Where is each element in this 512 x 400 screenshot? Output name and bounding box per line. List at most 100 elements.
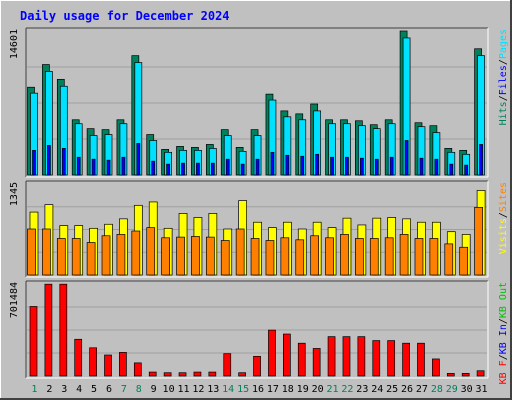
legend-entry: KB Out: [498, 282, 509, 318]
bar-kbf: [283, 333, 291, 377]
bar-sites: [369, 238, 379, 276]
bar-files: [106, 159, 111, 176]
bar-kbf: [119, 352, 127, 377]
bar-sites: [220, 240, 230, 276]
legend-entry: /: [498, 59, 509, 65]
day-label: 14: [222, 384, 234, 395]
bar-kbf: [193, 371, 202, 377]
panel-bot-ymax-label: 701484: [9, 282, 20, 318]
bar-files: [47, 145, 51, 176]
bar-sites: [295, 239, 305, 276]
bar-kbf: [402, 342, 410, 377]
bar-sites: [265, 240, 275, 276]
day-label: 17: [267, 384, 279, 395]
bar-sites: [250, 238, 260, 276]
day-label: 26: [401, 384, 413, 395]
legend-entry: /: [498, 354, 509, 360]
bar-sites: [459, 246, 469, 276]
bar-kbf: [104, 354, 112, 377]
bar-files: [240, 163, 245, 176]
day-label: 21: [326, 384, 338, 395]
legend-entry: KB In: [498, 324, 509, 354]
bar-files: [479, 144, 483, 176]
bar-files: [315, 153, 320, 176]
bar-sites: [146, 227, 156, 276]
bar-kbf: [357, 336, 366, 377]
bar-sites: [131, 230, 141, 276]
panel-mid-ymax-label: 1345: [9, 182, 20, 206]
day-label: 30: [461, 384, 473, 395]
day-label: 8: [136, 384, 142, 395]
day-label: 18: [282, 384, 294, 395]
bar-sites: [205, 236, 215, 276]
panel-bot: 701484 KB F/KB In/KB Out: [9, 280, 509, 384]
bar-sites: [42, 228, 51, 276]
day-label: 10: [163, 384, 175, 395]
panel-bot-legend: KB F/KB In/KB Out: [498, 282, 509, 384]
bar-kbf: [327, 336, 336, 377]
bar-sites: [191, 236, 200, 276]
bar-kbf: [476, 370, 485, 377]
bar-kbf: [387, 340, 396, 377]
bar-sites: [384, 237, 394, 276]
bar-files: [270, 151, 275, 176]
bar-kbf: [417, 342, 425, 377]
bar-files: [61, 148, 66, 176]
bar-kbf: [44, 283, 53, 377]
bar-sites: [176, 236, 185, 276]
day-label: 4: [76, 384, 82, 395]
day-axis: 1 2 3 4 5 6 7 8 9 10 11 12 13 14 15 16 17 18 19 20 21 22 23 24 2…: [31, 384, 487, 395]
bar-kbf: [253, 355, 261, 377]
panel-mid-legend: Visits/Sites: [498, 182, 509, 254]
bar-files: [151, 160, 156, 176]
bar-kbf: [432, 358, 440, 377]
bar-files: [404, 140, 409, 176]
day-label: 12: [192, 384, 204, 395]
day-label: 28: [431, 384, 443, 395]
legend-entry: /: [498, 212, 509, 218]
legend-entry: Sites: [498, 182, 509, 212]
bar-files: [449, 163, 454, 176]
day-label: 24: [371, 384, 383, 395]
bar-files: [345, 156, 349, 176]
bar-kbf: [29, 306, 38, 377]
bar-files: [76, 156, 81, 176]
day-label: 2: [46, 384, 52, 395]
bar-files: [166, 163, 170, 176]
bar-sites: [474, 206, 483, 276]
day-label: 9: [151, 384, 157, 395]
day-label: 3: [61, 384, 67, 395]
bar-kbf: [178, 372, 187, 377]
legend-entry: /: [498, 318, 509, 324]
bar-kbf: [342, 336, 351, 377]
day-label: 23: [356, 384, 368, 395]
bar-files: [285, 154, 290, 176]
day-label: 22: [341, 384, 353, 395]
day-label: 20: [312, 384, 324, 395]
bar-sites: [325, 237, 334, 276]
day-label: 16: [252, 384, 264, 395]
bar-kbf: [297, 342, 306, 377]
bar-kbf: [74, 338, 83, 377]
bar-sites: [399, 234, 409, 276]
day-label: 13: [207, 384, 219, 395]
legend-entry: Hits: [498, 101, 509, 125]
bar-files: [419, 157, 424, 176]
day-label: 31: [476, 384, 488, 395]
bar-sites: [235, 228, 245, 276]
legend-entry: /: [498, 95, 509, 101]
bar-sites: [340, 234, 349, 276]
bar-kbf: [208, 371, 217, 377]
bar-kbf: [163, 372, 172, 377]
bar-sites: [280, 237, 290, 276]
bar-files: [374, 158, 379, 176]
bar-sites: [161, 237, 170, 276]
bar-kbf: [268, 329, 276, 377]
bar-sites: [101, 235, 111, 276]
bar-sites: [414, 238, 424, 276]
chart-title: Daily usage for December 2024: [20, 9, 230, 23]
panel-top-legend: Hits/Files/Pages: [498, 29, 509, 125]
bar-files: [121, 156, 126, 176]
